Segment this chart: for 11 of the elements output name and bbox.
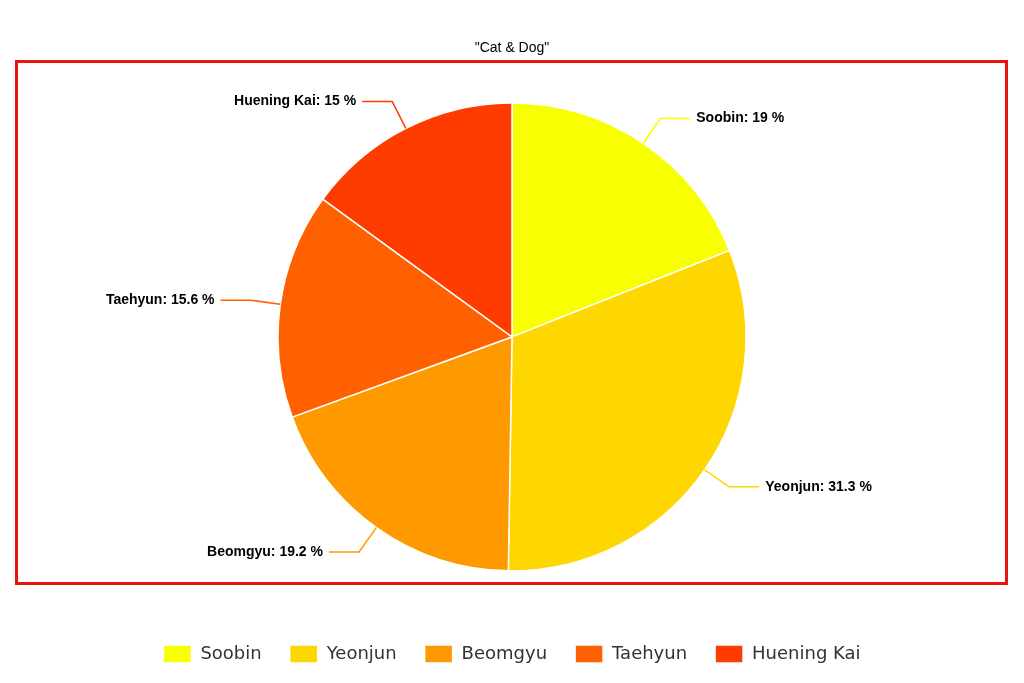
legend-label: Huening Kai <box>752 641 861 663</box>
data-label: Soobin: 19 % <box>696 109 785 126</box>
data-label: Beomgyu: 19.2 % <box>207 542 324 559</box>
data-label: Yeonjun: 31.3 % <box>765 477 873 494</box>
legend-label: Taehyun <box>611 641 688 663</box>
legend-label: Soobin <box>200 641 262 663</box>
data-label: Huening Kai: 15 % <box>234 92 357 109</box>
data-label: Taehyun: 15.6 % <box>105 291 216 308</box>
legend-label: Yeonjun <box>325 641 397 663</box>
chart-title: "Cat & Dog" <box>474 39 550 56</box>
legend-label: Beomgyu <box>461 641 548 663</box>
